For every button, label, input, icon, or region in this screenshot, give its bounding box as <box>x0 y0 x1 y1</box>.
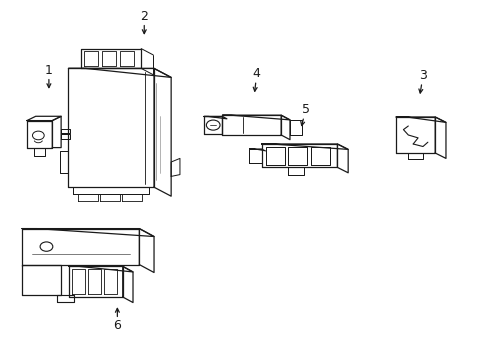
Text: 3: 3 <box>418 69 426 93</box>
Text: 5: 5 <box>300 103 309 126</box>
Text: 4: 4 <box>252 67 260 91</box>
Text: 6: 6 <box>113 309 121 332</box>
Text: 2: 2 <box>140 10 148 33</box>
Text: 1: 1 <box>45 64 53 87</box>
